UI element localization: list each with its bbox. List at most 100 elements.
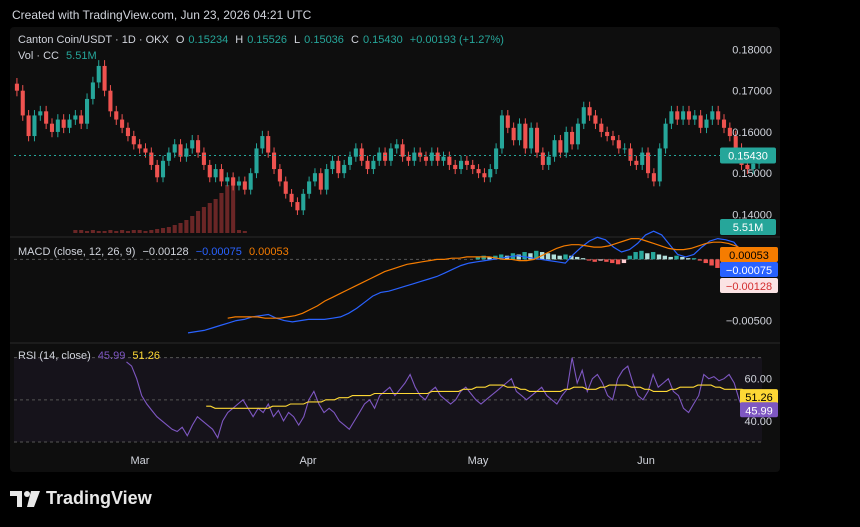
volume-bar	[172, 225, 177, 233]
candle-body	[96, 65, 101, 83]
low-label: L	[294, 34, 301, 46]
candle-body	[242, 181, 247, 190]
candle-body	[67, 119, 72, 128]
macd-value-badge	[720, 247, 778, 262]
volume-bar	[108, 230, 113, 233]
candle-body	[464, 160, 469, 165]
volume-bar	[102, 231, 107, 233]
candle-body	[166, 152, 171, 161]
macd-badge-label: −0.00075	[726, 265, 772, 277]
volume-bar	[90, 230, 95, 233]
macd-hist-bar	[534, 250, 539, 260]
macd-hist-bar	[610, 259, 615, 264]
tradingview-logo-icon	[10, 490, 40, 507]
volume-bar	[231, 178, 236, 233]
volume-bar	[114, 231, 119, 233]
volume-badge	[720, 219, 776, 235]
volume-bar	[207, 203, 212, 233]
candle-body	[125, 127, 130, 137]
candle-body	[470, 164, 475, 170]
macd-hist-bar	[650, 252, 656, 260]
candle-body	[79, 115, 84, 124]
macd-hist-bar	[668, 256, 673, 260]
macd-hist-bar	[674, 255, 679, 260]
candle-body	[494, 148, 499, 170]
candle-body	[254, 148, 259, 174]
macd-hist-bar	[680, 256, 685, 260]
candle-body	[406, 156, 411, 161]
volume-bar	[79, 230, 84, 233]
macd-hist-bar	[563, 254, 568, 260]
x-tick-label: May	[468, 455, 489, 467]
chart-canvas[interactable]: 0.18000 0.17000 0.16000 0.15000 0.14000 0.154…	[10, 27, 780, 472]
high-value: 0.15526	[247, 34, 287, 46]
candle-body	[160, 160, 166, 178]
rsi-title: RSI (14, close)	[18, 350, 91, 362]
candle-body	[295, 202, 300, 211]
rsi-ma-value: 51.26	[132, 350, 160, 362]
volume-badge-label: 5.51M	[733, 222, 764, 234]
volume-bar	[201, 207, 206, 233]
volume-bar	[178, 223, 183, 233]
macd-hist-bar	[557, 255, 562, 260]
candle-body	[692, 115, 697, 120]
candle-body	[90, 82, 95, 99]
volume-bar	[166, 227, 171, 233]
candle-body	[383, 152, 388, 161]
x-tick-label: Jun	[637, 455, 655, 467]
candle-body	[14, 83, 19, 91]
macd-signal-value: 0.00053	[248, 246, 289, 258]
volume-bar	[120, 230, 125, 233]
candle-body	[155, 164, 160, 178]
volume-bar	[155, 229, 160, 233]
candle-body	[622, 148, 627, 150]
candle-body	[359, 148, 364, 161]
price-tick-label: 0.18000	[732, 44, 772, 56]
candle-body	[482, 173, 487, 178]
candle-body	[400, 144, 405, 157]
candle-body	[423, 156, 429, 161]
candle-body	[184, 148, 189, 157]
candle-body	[190, 140, 195, 149]
macd-hist-value: −0.00128	[142, 246, 189, 258]
candle-body	[599, 123, 604, 132]
open-label: O	[175, 34, 185, 46]
volume-bar	[225, 185, 230, 233]
candle-body	[353, 148, 358, 157]
candle-body	[657, 148, 662, 182]
candle-body	[476, 169, 481, 174]
candle-body	[640, 152, 645, 165]
macd-hist-bar	[580, 258, 586, 260]
candle-body	[552, 140, 557, 157]
candle-body	[523, 123, 528, 149]
candle-body	[120, 119, 125, 128]
candle-body	[751, 163, 756, 170]
candle-body	[581, 107, 586, 124]
macd-badge-label: −0.00128	[726, 281, 772, 293]
volume-legend: Vol · CC 5.51M	[18, 50, 101, 62]
macd-hist-bar	[697, 259, 703, 261]
candle-body	[698, 115, 703, 128]
macd-hist-bar	[604, 259, 609, 262]
volume-bar	[85, 231, 90, 233]
candle-body	[324, 169, 329, 190]
candle-body	[213, 169, 218, 178]
candle-body	[143, 148, 148, 153]
high-label: H	[235, 34, 244, 46]
candle-body	[616, 140, 621, 149]
rsi-tick-label: 40.00	[744, 416, 772, 428]
x-tick-label: Mar	[131, 455, 150, 467]
last-price-badge	[720, 147, 776, 164]
candle-body	[429, 152, 434, 161]
signal-line	[227, 238, 759, 319]
candle-body	[272, 152, 277, 170]
volume-bar	[149, 230, 154, 233]
candle-body	[593, 115, 598, 124]
macd-hist-bar	[598, 259, 603, 261]
candle-body	[20, 90, 25, 116]
candle-body	[49, 123, 55, 132]
close-value: 0.15430	[362, 34, 403, 46]
candle-body	[231, 177, 236, 186]
macd-hist-bar	[586, 259, 592, 261]
x-tick-label: Apr	[299, 455, 316, 467]
